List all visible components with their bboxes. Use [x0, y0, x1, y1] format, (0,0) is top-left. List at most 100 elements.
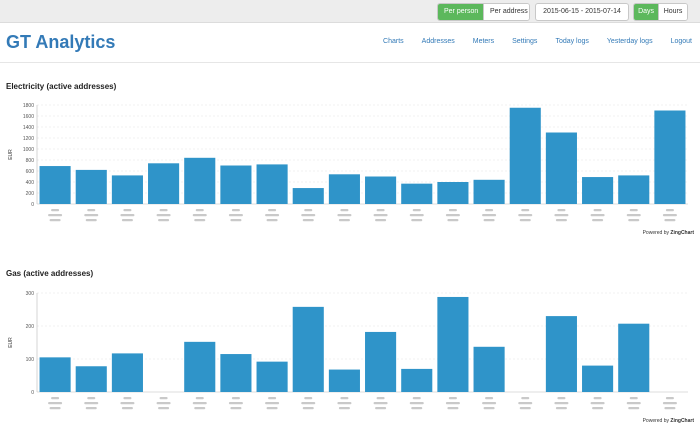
- date-range-picker[interactable]: 2015-06-15 - 2015-07-14: [535, 3, 629, 21]
- gas-category-label-blur: [231, 397, 240, 400]
- hours-button[interactable]: Hours: [658, 4, 687, 20]
- gas-bar: [365, 331, 397, 392]
- electricity-category-label-blur: [48, 214, 63, 217]
- gas-y-tick-label: 300: [26, 291, 35, 297]
- electricity-category-label-blur: [375, 219, 387, 222]
- electricity-bar: [618, 175, 650, 204]
- per-address-button[interactable]: Per address: [483, 4, 529, 20]
- electricity-category-label-blur: [337, 214, 352, 217]
- electricity-category-label-blur: [376, 209, 385, 212]
- gas-category-label-blur: [518, 402, 533, 405]
- electricity-category-label-blur: [268, 209, 277, 212]
- electricity-category-label-blur: [120, 214, 135, 217]
- electricity-bar: [473, 179, 505, 204]
- electricity-category-label-blur: [412, 209, 421, 212]
- electricity-category-label-blur: [448, 209, 457, 212]
- nav-charts[interactable]: Charts: [383, 38, 404, 45]
- electricity-category-label-blur: [49, 219, 61, 222]
- electricity-bar: [220, 165, 252, 204]
- gas-category-label-blur: [412, 397, 421, 400]
- gas-category-label-blur: [51, 397, 60, 400]
- gas-chart-svg: 0 100 200 300 EUR: [8, 291, 688, 410]
- per-person-button[interactable]: Per person: [438, 4, 483, 20]
- nav-addresses[interactable]: Addresses: [421, 38, 455, 45]
- electricity-bar: [256, 164, 288, 204]
- electricity-bar: [509, 107, 541, 204]
- gas-category-label-blur: [120, 402, 135, 405]
- nav-yesterday-logs[interactable]: Yesterday logs: [606, 38, 653, 45]
- gas-category-label-blur: [445, 402, 460, 405]
- gas-category-label-blur: [85, 407, 97, 410]
- electricity-category-label-blur: [87, 209, 96, 212]
- gas-category-label-blur: [665, 397, 674, 400]
- gas-category-label-blur: [373, 402, 388, 405]
- gas-bar: [401, 368, 433, 392]
- nav-meters[interactable]: Meters: [472, 38, 495, 45]
- nav-today-logs[interactable]: Today logs: [555, 38, 589, 45]
- electricity-category-label-blur: [521, 209, 530, 212]
- gas-category-label-blur: [192, 402, 207, 405]
- electricity-category-label-blur: [662, 214, 677, 217]
- gas-category-label-blur: [158, 407, 170, 410]
- gas-bar: [473, 346, 505, 392]
- gas-bar: [437, 296, 469, 392]
- electricity-category-label-blur: [485, 209, 494, 212]
- electricity-bar: [292, 188, 324, 204]
- gas-category-label-blur: [448, 397, 457, 400]
- electricity-category-label-blur: [265, 214, 280, 217]
- electricity-category-label-blur: [228, 214, 243, 217]
- gas-category-label-blur: [84, 402, 99, 405]
- gas-category-label-blur: [48, 402, 63, 405]
- nav-logout[interactable]: Logout: [670, 38, 692, 45]
- electricity-category-label-blur: [628, 219, 640, 222]
- gas-bar: [184, 341, 216, 392]
- electricity-category-label-blur: [373, 214, 388, 217]
- days-button[interactable]: Days: [634, 4, 659, 20]
- gas-category-label-blur: [557, 397, 566, 400]
- electricity-category-label-blur: [85, 219, 97, 222]
- electricity-category-label-blur: [411, 219, 423, 222]
- app-header: GT Analytics Charts Addresses Meters Set…: [0, 23, 700, 63]
- electricity-category-label-blur: [195, 209, 204, 212]
- nav-settings[interactable]: Settings: [512, 38, 538, 45]
- electricity-y-tick-label: 1200: [23, 136, 34, 142]
- gas-category-label-blur: [230, 407, 242, 410]
- electricity-category-label-blur: [557, 209, 566, 212]
- gas-category-label-blur: [375, 407, 387, 410]
- gas-category-label-blur: [662, 402, 677, 405]
- electricity-category-label-blur: [665, 209, 674, 212]
- electricity-category-label-blur: [554, 214, 569, 217]
- gas-category-label-blur: [519, 407, 531, 410]
- gas-bar: [582, 365, 614, 392]
- electricity-bar: [401, 183, 433, 204]
- electricity-y-tick-label: 400: [26, 180, 35, 186]
- electricity-category-label-blur: [84, 214, 99, 217]
- gas-category-label-blur: [338, 407, 350, 410]
- electricity-bar: [328, 174, 360, 204]
- gas-category-label-blur: [265, 402, 280, 405]
- electricity-y-tick-label: 1400: [23, 125, 34, 131]
- zingchart-brand: ZingChart: [670, 230, 694, 236]
- gas-bar: [292, 306, 324, 392]
- electricity-category-label-blur: [123, 209, 132, 212]
- electricity-category-label-blur: [447, 219, 459, 222]
- gas-category-label-blur: [626, 402, 641, 405]
- electricity-category-label-blur: [192, 214, 207, 217]
- electricity-category-label-blur: [158, 219, 170, 222]
- electricity-bar: [148, 163, 180, 204]
- gas-category-label-blur: [592, 407, 604, 410]
- electricity-category-label-blur: [626, 214, 641, 217]
- electricity-bar: [545, 132, 577, 204]
- brand-title[interactable]: GT Analytics: [6, 32, 116, 52]
- electricity-y-tick-label: 1000: [23, 147, 34, 153]
- electricity-category-label-blur: [555, 219, 567, 222]
- gas-category-label-blur: [194, 407, 206, 410]
- gas-category-label-blur: [485, 397, 494, 400]
- gas-category-label-blur: [447, 407, 459, 410]
- gas-bar: [220, 354, 252, 392]
- electricity-y-tick-label: 200: [26, 191, 35, 197]
- electricity-category-label-blur: [518, 214, 533, 217]
- electricity-category-label-blur: [445, 214, 460, 217]
- gas-category-label-blur: [593, 397, 602, 400]
- electricity-category-label-blur: [51, 209, 60, 212]
